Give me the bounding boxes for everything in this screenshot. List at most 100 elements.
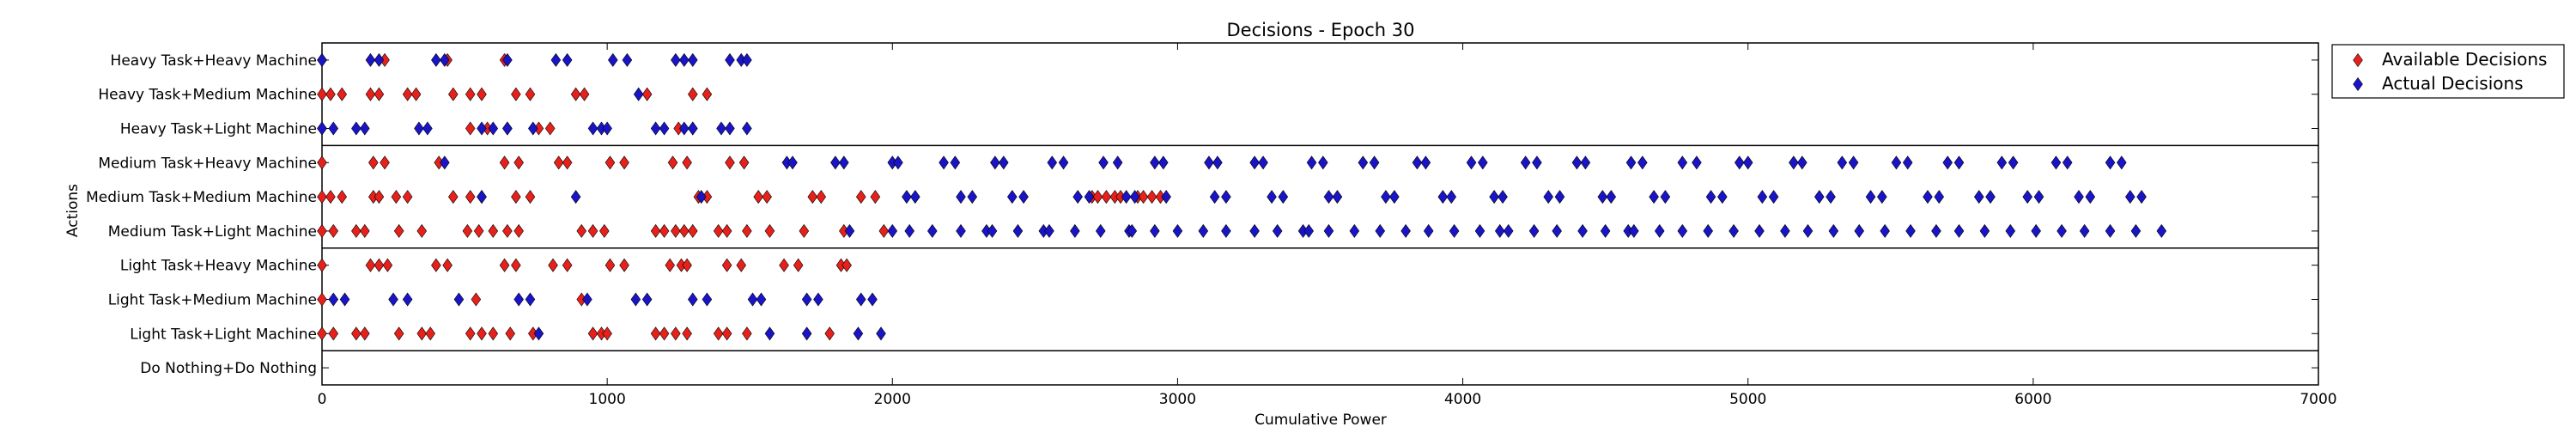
actual-decision-point <box>1209 190 1220 204</box>
actual-decision-point <box>927 223 938 238</box>
available-decision-point <box>793 258 804 272</box>
actual-decision-point <box>987 223 998 238</box>
actual-decision-point <box>1127 223 1138 238</box>
actual-decision-point <box>317 121 327 136</box>
actual-decision-point <box>2033 190 2044 204</box>
available-decision-point <box>807 190 818 204</box>
available-decision-point <box>667 156 678 170</box>
actual-decision-point <box>513 292 524 307</box>
actual-decision-point <box>582 292 592 307</box>
available-decision-point <box>878 223 890 238</box>
actual-decision-point <box>1985 190 1996 204</box>
actual-decision-point <box>2005 223 2016 238</box>
available-decision-point <box>317 156 327 170</box>
available-decision-point <box>477 326 487 341</box>
available-decision-point <box>416 223 428 238</box>
actual-decision-point <box>1121 190 1132 204</box>
actual-decision-point <box>702 292 713 307</box>
actual-decision-point <box>1848 156 1859 170</box>
actual-decision-point <box>764 326 775 341</box>
available-decision-point <box>1138 190 1149 204</box>
x-tick-label: 4000 <box>1444 391 1481 408</box>
actual-decision-point <box>1161 190 1171 204</box>
actual-decision-point <box>1272 223 1283 238</box>
actual-decision-point <box>2079 223 2090 238</box>
actual-decision-point <box>679 52 690 67</box>
x-tick-label: 2000 <box>874 391 911 408</box>
actual-decision-point <box>1150 156 1160 170</box>
available-decision-point <box>425 326 435 341</box>
available-decision-point <box>502 223 513 238</box>
available-decision-point <box>721 223 732 238</box>
actual-decision-point <box>1349 223 1360 238</box>
x-tick-label: 1000 <box>589 391 626 408</box>
actual-decision-point <box>477 190 487 204</box>
available-decision-point <box>721 258 732 272</box>
actual-decision-point <box>360 121 370 136</box>
actual-decision-point <box>1660 190 1671 204</box>
actual-decision-point <box>1606 190 1617 204</box>
available-decision-point <box>416 326 428 341</box>
actual-decision-point <box>2125 190 2136 204</box>
available-decision-point <box>465 121 476 136</box>
actual-decision-point <box>956 190 966 204</box>
available-decision-point <box>721 326 732 341</box>
actual-decision-point <box>328 292 339 307</box>
available-decision-point <box>553 156 564 170</box>
available-decision-point <box>499 258 510 272</box>
actual-decision-point <box>1323 223 1334 238</box>
available-decision-point <box>841 258 852 272</box>
actual-decision-point <box>528 121 538 136</box>
y-tick-label: Heavy Task+Medium Machine <box>98 87 317 104</box>
available-decision-point <box>465 326 476 341</box>
available-decision-point <box>562 156 573 170</box>
actual-decision-point <box>671 52 681 67</box>
actual-decision-point <box>570 190 581 204</box>
actual-decision-point <box>1597 190 1608 204</box>
y-axis-label: Actions <box>64 184 82 237</box>
x-tick-label: 3000 <box>1159 391 1196 408</box>
actual-decision-point <box>1058 156 1069 170</box>
actual-decision-point <box>1278 190 1289 204</box>
available-decision-point <box>360 223 370 238</box>
actual-decision-point <box>853 326 864 341</box>
available-decision-point <box>1146 190 1157 204</box>
available-decision-point <box>473 223 484 238</box>
actual-decision-point <box>967 190 978 204</box>
available-decision-point <box>374 87 385 101</box>
actual-decision-point <box>1258 156 1268 170</box>
available-decision-point <box>742 326 752 341</box>
available-decision-point <box>599 223 610 238</box>
actual-decision-point <box>1012 223 1024 238</box>
available-decision-point <box>317 258 327 272</box>
actual-decision-point <box>725 121 735 136</box>
actual-decision-point <box>876 326 886 341</box>
actual-decision-point <box>562 52 573 67</box>
actual-decision-point <box>1826 190 1836 204</box>
actual-decision-point <box>1877 190 1887 204</box>
available-decision-point <box>382 258 393 272</box>
x-tick-label: 0 <box>318 391 327 408</box>
available-decision-point <box>380 156 390 170</box>
available-decision-point <box>544 121 556 136</box>
actual-decision-point <box>1629 223 1639 238</box>
available-decision-point <box>682 326 692 341</box>
actual-decision-point <box>431 52 441 67</box>
actual-decision-point <box>830 156 841 170</box>
available-decision-point <box>753 190 763 204</box>
actual-decision-point <box>2105 156 2116 170</box>
actual-decision-point <box>1494 223 1505 238</box>
legend-marker <box>2353 76 2363 92</box>
actual-decision-point <box>440 52 450 67</box>
available-decision-point <box>665 258 675 272</box>
actual-decision-point <box>1554 190 1565 204</box>
actual-decision-point <box>1070 223 1080 238</box>
available-decision-point <box>513 156 524 170</box>
actual-decision-point <box>502 121 513 136</box>
actual-decision-point <box>1880 223 1890 238</box>
actual-decision-point <box>2074 190 2084 204</box>
actual-decision-point <box>1728 223 1739 238</box>
available-decision-point <box>587 326 598 341</box>
actual-decision-point <box>1018 190 1029 204</box>
actual-decision-point <box>839 156 849 170</box>
